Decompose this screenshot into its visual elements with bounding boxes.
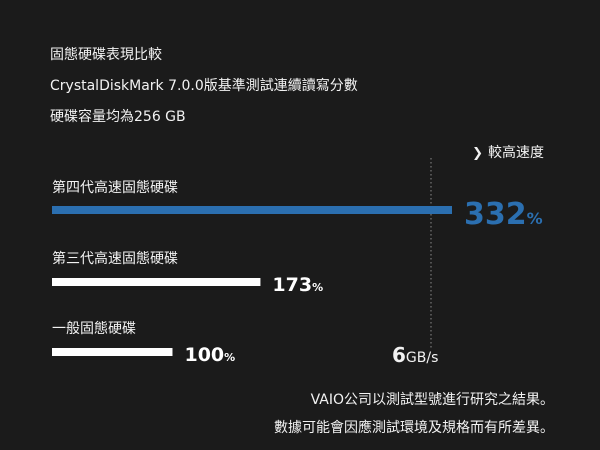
value-label: 173%	[272, 274, 323, 296]
faster-label: 較高速度	[488, 145, 544, 161]
bar	[52, 206, 452, 214]
bar	[52, 278, 261, 286]
chart-subtitle: CrystalDiskMark 7.0.0版基準測試連續讀寫分數	[50, 78, 358, 94]
chart-header: 固態硬碟表現比較 CrystalDiskMark 7.0.0版基準測試連續讀寫分…	[50, 40, 358, 133]
category-label: 第三代高速固態硬碟	[52, 250, 178, 267]
reference-label: 6GB/s	[392, 343, 438, 367]
chart-title: 固態硬碟表現比較	[50, 47, 162, 63]
value-label: 332%	[464, 197, 543, 232]
category-label: 一般固態硬碟	[52, 321, 136, 337]
bar	[52, 348, 173, 356]
faster-indicator: ❯ 較高速度	[472, 142, 544, 162]
chevron-right-icon: ❯	[472, 146, 483, 161]
footer-note-1: VAIO公司以測試型號進行研究之結果。	[310, 392, 554, 408]
footer-notes: VAIO公司以測試型號進行研究之結果。 數據可能會因應測試環境及規格而有所差異。	[274, 386, 554, 442]
value-label: 100%	[184, 344, 235, 366]
capacity-note: 硬碟容量均為256 GB	[50, 109, 186, 125]
footer-note-2: 數據可能會因應測試環境及規格而有所差異。	[274, 420, 554, 436]
category-label: 第四代高速固態硬碟	[52, 179, 178, 196]
